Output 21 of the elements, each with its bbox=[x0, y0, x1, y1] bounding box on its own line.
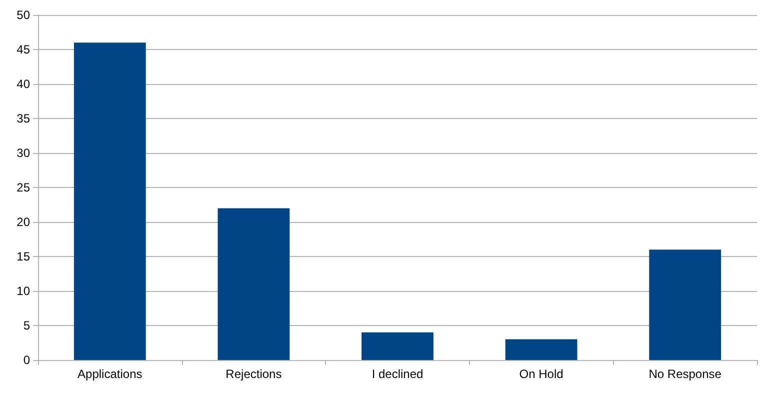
y-tick-label: 5 bbox=[23, 318, 30, 332]
x-tick-label: Applications bbox=[78, 367, 142, 381]
x-tick-label: Rejections bbox=[226, 367, 282, 381]
y-tick-label: 45 bbox=[16, 42, 30, 56]
y-tick-label: 30 bbox=[16, 146, 30, 160]
y-tick-label: 50 bbox=[16, 8, 30, 22]
bar bbox=[505, 339, 578, 360]
x-tick-label: No Response bbox=[648, 367, 722, 381]
y-tick-label: 0 bbox=[23, 353, 30, 367]
y-tick-label: 25 bbox=[16, 180, 30, 194]
bar bbox=[218, 208, 290, 360]
bar bbox=[74, 42, 146, 360]
y-tick-label: 35 bbox=[16, 112, 30, 126]
bar bbox=[362, 332, 434, 360]
y-tick-label: 40 bbox=[16, 77, 30, 91]
bar bbox=[649, 250, 722, 360]
x-tick-label: On Hold bbox=[519, 367, 564, 381]
y-tick-label: 15 bbox=[16, 250, 30, 264]
x-tick-label: I declined bbox=[372, 367, 424, 381]
y-tick-label: 20 bbox=[16, 215, 30, 229]
y-tick-label: 10 bbox=[16, 284, 30, 298]
